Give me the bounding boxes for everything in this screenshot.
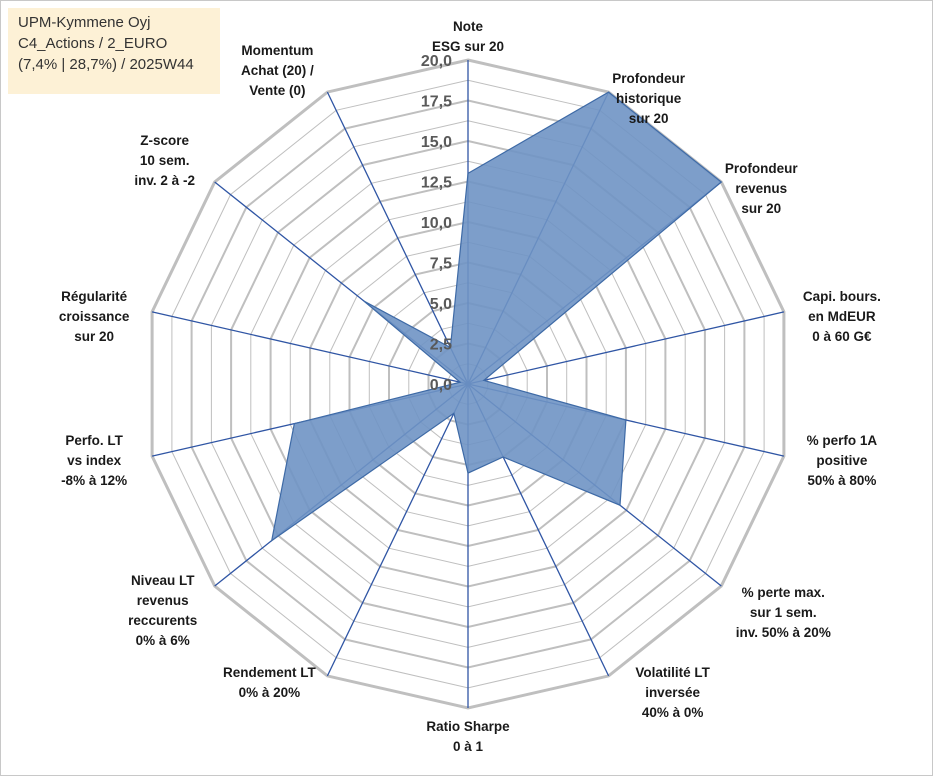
axis-label-line: Niveau LT bbox=[131, 573, 195, 588]
tick-label: 2,5 bbox=[430, 337, 452, 354]
axis-label: Momentum Achat (20) / Vente (0) bbox=[241, 43, 314, 98]
axis-label-line: vs index bbox=[67, 453, 122, 468]
axis-spoke bbox=[326, 91, 469, 385]
axis-label: Rendement LT 0% à 20% bbox=[223, 665, 317, 700]
axis-label-line: Perfo. LT bbox=[65, 433, 123, 448]
axis-label-line: Régularité bbox=[61, 289, 128, 304]
axis-label-line: Vente (0) bbox=[249, 83, 305, 98]
axis-label-line: Profondeur bbox=[612, 71, 685, 86]
axis-label-line: croissance bbox=[59, 309, 130, 324]
axis-label-line: -8% à 12% bbox=[61, 473, 127, 488]
axis-label-line: sur 20 bbox=[74, 329, 114, 344]
axis-label-line: % perte max. bbox=[742, 585, 825, 600]
info-box: UPM-Kymmene Oyj C4_Actions / 2_EURO (7,4… bbox=[8, 8, 220, 94]
axis-label-line: positive bbox=[816, 453, 868, 468]
axis-label-line: inv. 2 à -2 bbox=[134, 173, 195, 188]
axis-label-line: Achat (20) / bbox=[241, 63, 314, 78]
axis-label-line: revenus bbox=[735, 181, 787, 196]
tick-label: 10,0 bbox=[421, 215, 452, 232]
axis-label: Profondeur historique sur 20 bbox=[612, 71, 685, 126]
axis-label-line: historique bbox=[616, 91, 682, 106]
axis-label: Volatilité LT inversée 40% à 0% bbox=[635, 665, 710, 720]
axis-label-line: revenus bbox=[137, 593, 189, 608]
axis-label-line: 40% à 0% bbox=[642, 705, 704, 720]
tick-layer: 0,0 2,5 5,0 7,5 10,0 12,5 15,0 17,5 20,0 bbox=[421, 53, 452, 394]
company-name: UPM-Kymmene Oyj bbox=[18, 14, 151, 31]
tick-label: 15,0 bbox=[421, 134, 452, 151]
axis-label-line: 0 à 1 bbox=[453, 739, 484, 754]
axis-label: Niveau LT revenus reccurents 0% à 6% bbox=[128, 573, 197, 648]
axis-label: Profondeur revenus sur 20 bbox=[725, 161, 798, 216]
axis-label-line: Volatilité LT bbox=[635, 665, 710, 680]
axis-spoke bbox=[326, 383, 469, 677]
axis-label: Capi. bours. en MdEUR 0 à 60 G€ bbox=[803, 289, 881, 344]
axis-label-line: 10 sem. bbox=[140, 153, 190, 168]
axis-label-line: Ratio Sharpe bbox=[426, 719, 510, 734]
axis-label-line: ESG sur 20 bbox=[432, 39, 504, 54]
tick-label: 20,0 bbox=[421, 53, 452, 70]
axis-label-line: Note bbox=[453, 19, 483, 34]
axis-label-line: Z-score bbox=[140, 133, 189, 148]
axis-label-line: % perfo 1A bbox=[807, 433, 878, 448]
axis-label-line: en MdEUR bbox=[808, 309, 876, 324]
axis-label-line: Momentum bbox=[241, 43, 313, 58]
axis-label: Régularité croissance sur 20 bbox=[59, 289, 130, 344]
axis-label-line: inversée bbox=[645, 685, 700, 700]
tick-label: 17,5 bbox=[421, 94, 452, 111]
axis-label-line: Capi. bours. bbox=[803, 289, 881, 304]
axis-label-line: sur 20 bbox=[741, 201, 781, 216]
axis-label-line: 0 à 60 G€ bbox=[812, 329, 872, 344]
axis-label: Perfo. LT vs index -8% à 12% bbox=[61, 433, 127, 488]
tick-label: 5,0 bbox=[430, 296, 452, 313]
axis-label: % perfo 1A positive 50% à 80% bbox=[807, 433, 878, 488]
category-line: C4_Actions / 2_EURO bbox=[18, 35, 168, 52]
axis-label-line: 50% à 80% bbox=[807, 473, 876, 488]
axis-spoke bbox=[151, 311, 469, 385]
period-line: (7,4% | 28,7%) / 2025W44 bbox=[18, 56, 194, 73]
axis-label: Note ESG sur 20 bbox=[432, 19, 504, 54]
axis-label: % perte max. sur 1 sem. inv. 50% à 20% bbox=[736, 585, 831, 640]
axis-label-line: 0% à 20% bbox=[239, 685, 301, 700]
axis-label: Ratio Sharpe 0 à 1 bbox=[426, 719, 510, 754]
axis-label-line: Profondeur bbox=[725, 161, 798, 176]
axis-label-line: sur 1 sem. bbox=[750, 605, 817, 620]
axis-label-line: sur 20 bbox=[629, 111, 669, 126]
axis-label-line: reccurents bbox=[128, 613, 197, 628]
axis-label-line: Rendement LT bbox=[223, 665, 317, 680]
axis-label-line: inv. 50% à 20% bbox=[736, 625, 831, 640]
axis-spoke bbox=[467, 311, 785, 385]
label-layer: Note ESG sur 20 Profondeur historique sur 20… bbox=[59, 19, 881, 754]
area-layer bbox=[270, 91, 723, 542]
axis-label-line: 0% à 6% bbox=[136, 633, 190, 648]
tick-label: 0,0 bbox=[430, 377, 452, 394]
axis-label: Z-score 10 sem. inv. 2 à -2 bbox=[134, 133, 195, 188]
tick-label: 12,5 bbox=[421, 175, 452, 192]
tick-label: 7,5 bbox=[430, 256, 452, 273]
